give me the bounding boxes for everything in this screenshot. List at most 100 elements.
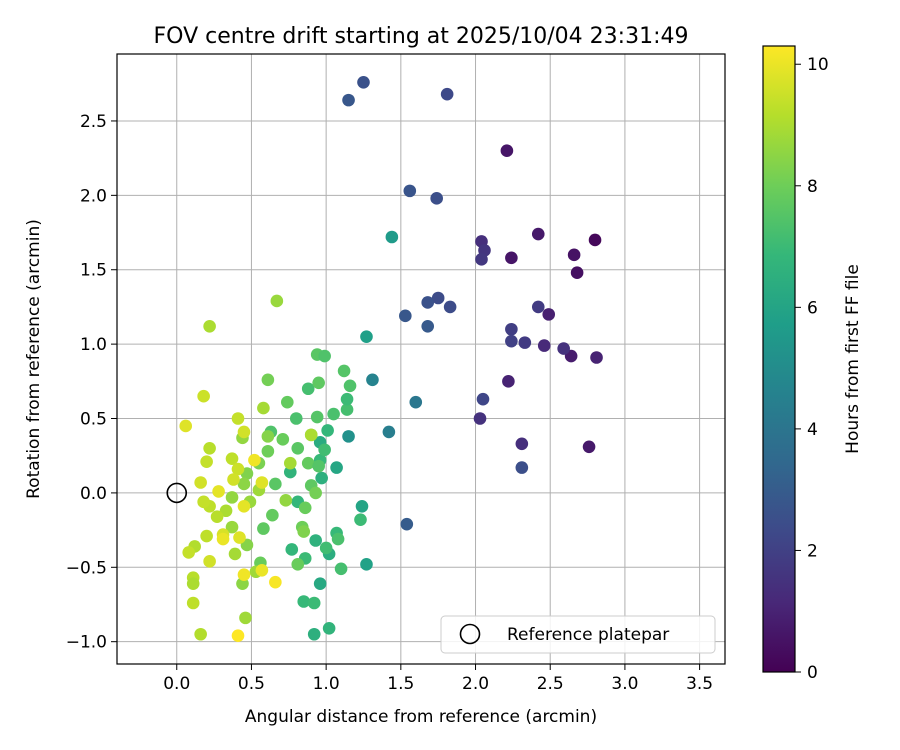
data-point: [186, 577, 200, 590]
data-point: [269, 575, 282, 589]
data-point: [531, 227, 545, 241]
y-tick-label: 2.5: [80, 112, 107, 132]
data-point: [283, 465, 297, 479]
data-point: [315, 471, 328, 485]
data-point: [203, 319, 216, 333]
data-point: [440, 87, 454, 101]
x-axis-ticks: 0.0 0.5 1.0 1.5 2.0 2.5 3.0 3.5: [163, 664, 713, 694]
data-point: [182, 546, 196, 559]
data-point: [319, 541, 333, 555]
data-point: [255, 476, 269, 489]
data-point: [354, 513, 367, 526]
data-point: [322, 621, 336, 635]
data-point: [194, 627, 207, 641]
data-point: [310, 410, 324, 424]
data-point: [355, 499, 369, 513]
colorbar-ticks: 0 2 4 6 8 10: [795, 55, 829, 683]
data-point: [318, 443, 331, 457]
data-point: [340, 403, 354, 416]
y-tick-label: −1.0: [66, 633, 107, 653]
data-point: [475, 253, 488, 266]
y-axis-ticks: −1.0 −0.5 0.0 0.5 1.0 1.5 2.0 2.5: [66, 112, 117, 653]
data-point: [400, 517, 414, 531]
legend-label: Reference platepar: [507, 625, 669, 645]
data-point: [231, 412, 245, 425]
colorbar-tick-label: 10: [807, 55, 829, 75]
data-point: [237, 477, 251, 491]
data-point: [505, 322, 518, 336]
data-point: [227, 473, 240, 486]
colorbar-tick-label: 8: [807, 177, 818, 197]
data-point: [225, 491, 239, 504]
data-point: [291, 441, 305, 455]
y-tick-label: 0.5: [80, 410, 107, 430]
data-point: [291, 558, 305, 571]
data-point: [421, 296, 435, 309]
x-tick-label: 0.0: [163, 674, 190, 694]
reference-marker: [166, 482, 188, 504]
x-tick-label: 2.5: [537, 674, 564, 694]
data-point: [582, 440, 596, 454]
data-point: [307, 596, 321, 610]
y-tick-label: 0.0: [80, 484, 107, 504]
legend: Reference platepar: [440, 615, 716, 654]
data-point: [298, 501, 312, 515]
data-point: [430, 192, 443, 205]
data-point: [231, 462, 245, 476]
data-point: [309, 486, 322, 500]
data-point: [225, 520, 239, 534]
data-point: [531, 300, 545, 314]
colorbar-label: Hours from first FF file: [843, 264, 863, 454]
data-point: [255, 563, 269, 577]
data-point: [197, 495, 210, 509]
data-point: [505, 334, 518, 348]
x-tick-label: 2.0: [462, 674, 489, 694]
data-point: [257, 522, 270, 535]
data-point: [505, 251, 518, 265]
data-point: [266, 508, 279, 522]
data-point: [309, 534, 322, 547]
y-axis-label: Rotation from reference (arcmin): [24, 219, 44, 499]
data-point: [304, 428, 318, 442]
data-point: [307, 627, 321, 641]
x-tick-label: 1.5: [387, 674, 414, 694]
data-point: [261, 373, 275, 387]
data-point: [219, 504, 233, 518]
data-point: [276, 433, 290, 446]
data-point: [313, 577, 327, 590]
data-point: [542, 308, 556, 321]
data-point: [261, 430, 275, 443]
data-point: [200, 529, 213, 543]
data-point: [340, 392, 354, 406]
data-point: [203, 441, 216, 455]
data-point: [248, 453, 261, 467]
y-tick-label: 1.5: [80, 261, 107, 281]
colorbar: 0 2 4 6 8 10 Hours from first FF file: [762, 45, 863, 683]
data-point: [237, 425, 251, 439]
data-point: [279, 494, 293, 507]
plot-frame: [116, 53, 726, 665]
data-point: [330, 461, 343, 474]
data-point: [289, 412, 303, 425]
data-point: [473, 412, 487, 425]
colorbar-tick-label: 2: [807, 541, 818, 561]
data-point: [200, 455, 213, 468]
data-point: [285, 543, 299, 556]
data-point: [518, 336, 532, 349]
data-point: [261, 444, 275, 458]
colorbar-tick-label: 6: [807, 298, 818, 318]
data-point: [283, 456, 297, 470]
data-point: [570, 266, 584, 280]
data-point: [557, 342, 570, 355]
data-point: [231, 629, 245, 643]
data-point: [194, 476, 207, 489]
data-point: [500, 144, 514, 158]
data-point: [382, 425, 396, 439]
data-point: [399, 309, 412, 323]
data-point: [502, 375, 515, 388]
data-point: [403, 184, 417, 198]
x-tick-label: 1.0: [313, 674, 340, 694]
data-point: [280, 395, 294, 409]
data-point: [321, 424, 334, 437]
data-point: [270, 294, 284, 308]
